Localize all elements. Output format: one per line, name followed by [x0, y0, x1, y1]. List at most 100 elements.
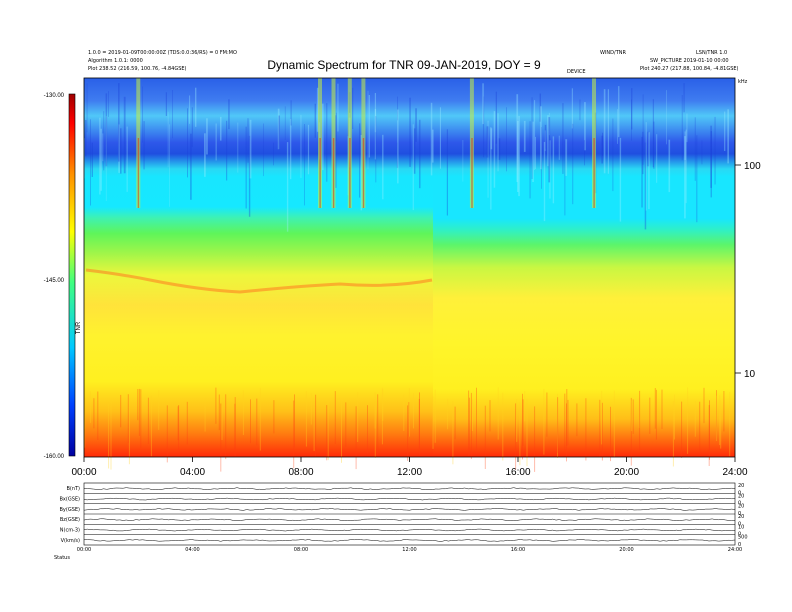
spectrum-streak — [191, 107, 193, 148]
spectrum-streak — [234, 403, 236, 451]
spectrum-streak — [544, 124, 547, 149]
spectrum-streak — [91, 142, 93, 177]
spectrum-streak — [613, 390, 615, 457]
spectrum-streak — [709, 400, 710, 460]
spectrum-streak — [516, 399, 518, 442]
spectrum-streak — [674, 394, 675, 440]
spectrum-streak — [245, 126, 247, 209]
spectrum-streak — [381, 387, 383, 445]
spectrum-streak — [326, 103, 328, 182]
spectrum-streak — [215, 387, 217, 424]
spectrum-streak — [377, 394, 379, 456]
lower-panels: B(nT)200Bx(GSE)200By(GSE)200Bz(GSE)200N(… — [60, 482, 748, 548]
spectrum-streak — [374, 108, 377, 133]
spectrum-streak — [215, 123, 217, 161]
spectrum-streak — [601, 402, 603, 461]
spectrum-streak — [482, 83, 484, 125]
spectrum-streak — [273, 142, 274, 166]
spectrum-streak — [685, 129, 687, 204]
spectrum-streak — [407, 405, 409, 461]
spectrum-streak — [413, 393, 414, 429]
spectrum-streak — [495, 91, 497, 144]
spectrum-streak — [204, 397, 206, 432]
spectrum-streak — [729, 392, 731, 457]
spectrum-streak — [701, 140, 703, 165]
lower-x-tick-label: 24:00 — [728, 547, 742, 553]
spectrum-streak — [647, 131, 649, 167]
spectrum-streak — [165, 92, 167, 116]
lower-panel-right-tick: 20 — [738, 483, 744, 489]
spectrum-streak — [118, 124, 120, 173]
radio-burst-core — [137, 138, 140, 208]
lower-panel-label: By(GSE) — [60, 507, 81, 513]
spectrum-streak — [204, 133, 206, 177]
spectrum-streak — [653, 121, 655, 169]
spectrum-streak — [97, 391, 99, 440]
lower-panel-trace — [83, 487, 736, 490]
spectrum-streak — [85, 120, 87, 157]
spectrum-streak — [644, 142, 647, 230]
spectrum-streak — [84, 397, 86, 430]
spectrum-streak — [120, 394, 122, 428]
spectrum-streak — [652, 99, 654, 168]
spectrum-streak — [487, 120, 489, 198]
spectrum-streak — [539, 93, 541, 122]
spectrum-streak — [368, 95, 370, 158]
spectrum-streak — [703, 387, 705, 424]
spectrum-streak — [195, 87, 197, 127]
spectrum-streak — [564, 140, 566, 216]
spectrum-streak — [631, 88, 633, 130]
spectrum-streak — [355, 406, 357, 470]
spectrum-streak — [572, 123, 574, 205]
spectrum-streak — [708, 405, 710, 466]
spectrum-streak — [631, 99, 632, 141]
spectrum-streak — [549, 140, 551, 199]
radio-bursts — [136, 78, 596, 208]
spectrum-streak — [534, 406, 536, 472]
lower-x-axis: 00:00 04:00 08:00 12:00 16:00 20:00 24:00 — [77, 547, 742, 553]
spectrum-streak — [557, 393, 558, 458]
spectrum-streak — [716, 390, 717, 441]
spectrum-streak — [294, 394, 295, 448]
spectrum-streak — [484, 405, 486, 469]
spectrum-streak — [300, 114, 302, 178]
spectrum-streak — [412, 124, 414, 211]
spectrum-panel — [83, 77, 736, 472]
spectrum-streak — [220, 116, 222, 141]
spectrum-streak — [532, 121, 534, 182]
spectrum-streak — [315, 394, 317, 457]
spectrum-streak — [167, 111, 169, 168]
spectrum-streak — [565, 139, 568, 176]
spectrum-streak — [375, 116, 377, 183]
spectrum-streak — [601, 135, 603, 164]
spectrum-streak — [218, 394, 220, 431]
spectrum-streak — [699, 401, 701, 454]
spectrum-streak — [486, 126, 489, 158]
spectrum-streak — [452, 401, 454, 465]
spectrum-streak — [454, 406, 456, 440]
spectrum-streak — [603, 89, 606, 174]
spectrum-streak — [360, 135, 363, 211]
spectrum-streak — [409, 97, 411, 167]
spectrum-streak — [497, 113, 499, 172]
spectrum-streak — [147, 397, 149, 444]
spectrum-streak — [476, 387, 477, 454]
spectrum-streak — [142, 86, 143, 143]
spectrum-streak — [100, 128, 102, 191]
spectrum-streak — [661, 389, 663, 429]
spectrum-streak — [468, 390, 470, 456]
spectrum-streak — [681, 95, 683, 161]
lower-panel-right-tick: 500 — [738, 535, 748, 541]
spectrum-streak — [334, 391, 336, 444]
spectrum-streak — [723, 391, 725, 432]
spectrum-streak — [432, 396, 434, 449]
spectrum-streak — [599, 399, 601, 457]
lower-panel-label: Bz(GSE) — [60, 517, 80, 523]
spectrum-streak — [249, 119, 252, 179]
lower-panel-right-tick: 0 — [738, 542, 741, 548]
spectrum-streak — [206, 118, 208, 155]
spectrum-streak — [90, 119, 91, 206]
spectrum-streak — [277, 108, 280, 150]
spectrum-streak — [408, 402, 410, 437]
